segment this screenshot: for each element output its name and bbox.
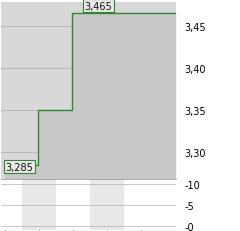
Bar xyxy=(0,179,22,230)
Bar xyxy=(56,179,90,230)
Text: 3,465: 3,465 xyxy=(84,2,112,12)
Bar xyxy=(22,179,56,230)
Text: 3,285: 3,285 xyxy=(5,162,33,172)
Bar xyxy=(124,179,158,230)
Bar xyxy=(90,179,124,230)
